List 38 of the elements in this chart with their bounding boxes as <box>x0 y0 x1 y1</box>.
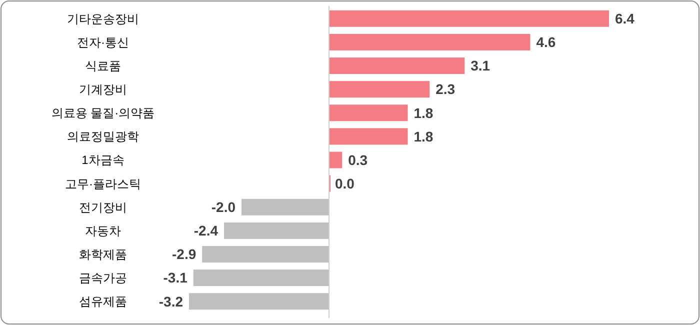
y-tick-label: 식료품 <box>85 58 121 73</box>
bar <box>329 128 408 145</box>
y-tick-label: 전자·통신 <box>77 35 129 50</box>
data-label: -3.1 <box>163 270 188 286</box>
y-tick-label: 의료정밀광학 <box>67 130 139 144</box>
bar <box>193 270 329 286</box>
bar <box>329 152 342 168</box>
y-tick-label: 의료용 물질·의약품 <box>51 106 155 120</box>
bar <box>242 198 329 216</box>
bar <box>329 34 530 50</box>
bar <box>329 10 609 27</box>
bar <box>329 57 465 74</box>
y-tick-label: 금속가공 <box>79 271 127 286</box>
data-label: -2.0 <box>211 199 236 216</box>
bar <box>224 222 329 239</box>
bar <box>329 104 408 122</box>
data-label: -3.2 <box>158 293 184 310</box>
bar <box>202 246 329 263</box>
data-label: 3.1 <box>470 58 490 74</box>
y-tick-label: 자동차 <box>85 224 121 238</box>
data-label: 6.4 <box>615 10 635 27</box>
data-label: 4.6 <box>536 34 556 50</box>
y-tick-label: 섬유제품 <box>79 294 127 309</box>
data-label: 0.3 <box>348 152 368 168</box>
data-label: 1.8 <box>414 104 434 121</box>
data-label: -2.4 <box>194 222 218 239</box>
y-tick-label: 고무·플라스틱 <box>65 176 141 191</box>
bar <box>189 293 329 310</box>
y-tick-label: 1차금속 <box>82 153 124 168</box>
y-tick-label: 전기장비 <box>79 200 127 214</box>
data-label: 1.8 <box>414 128 434 144</box>
y-tick-label: 기계장비 <box>79 82 127 96</box>
bar <box>329 81 430 98</box>
data-label: -2.9 <box>172 246 196 262</box>
data-label: 0.0 <box>335 175 355 192</box>
y-tick-label: 기타운송장비 <box>67 12 139 26</box>
data-label: 2.3 <box>436 81 456 98</box>
y-tick-label: 화학제품 <box>79 247 127 262</box>
